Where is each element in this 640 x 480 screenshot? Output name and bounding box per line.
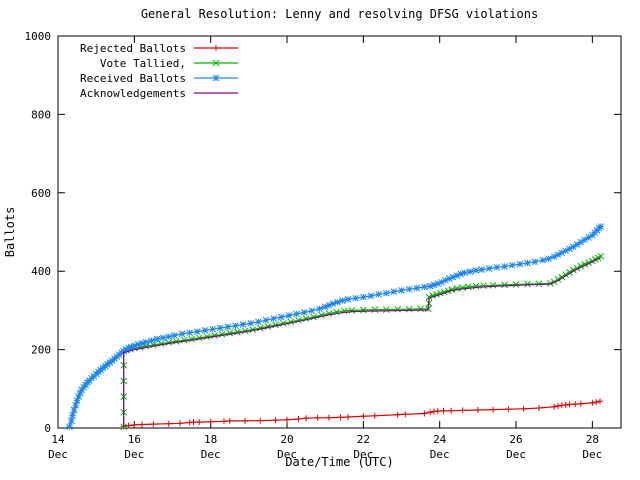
legend-sample-marker-received-ballots xyxy=(212,74,220,82)
x-tick-label: 18 xyxy=(204,433,217,446)
y-tick-label: 200 xyxy=(31,344,51,357)
y-tick-label: 800 xyxy=(31,108,51,121)
legend-sample-marker-rejected-ballots xyxy=(213,45,219,51)
x-tick-label: 24 xyxy=(433,433,447,446)
x-tick-sublabel: Dec xyxy=(124,448,144,461)
x-axis-label: Date/Time (UTC) xyxy=(285,455,393,469)
series-line-rejected-ballots xyxy=(123,400,601,427)
y-tick-label: 1000 xyxy=(25,30,52,43)
x-tick-label: 28 xyxy=(586,433,599,446)
x-tick-sublabel: Dec xyxy=(48,448,68,461)
legend-sample-marker-vote-tallied xyxy=(212,59,220,67)
y-tick-label: 400 xyxy=(31,265,51,278)
series-markers-rejected-ballots xyxy=(120,398,603,430)
x-tick-sublabel: Dec xyxy=(430,448,450,461)
x-tick-label: 16 xyxy=(128,433,141,446)
legend-label-rejected-ballots: Rejected Ballots xyxy=(80,42,186,55)
x-tick-label: 22 xyxy=(357,433,370,446)
x-tick-sublabel: Dec xyxy=(201,448,221,461)
series-markers-vote-tallied xyxy=(120,252,605,431)
x-tick-label: 26 xyxy=(509,433,522,446)
x-tick-sublabel: Dec xyxy=(582,448,602,461)
series-line-acknowledgements xyxy=(123,256,602,427)
chart-title: General Resolution: Lenny and resolving … xyxy=(141,7,538,21)
x-tick-label: 20 xyxy=(280,433,293,446)
legend-label-vote-tallied: Vote Tallied, xyxy=(100,57,186,70)
x-tick-sublabel: Dec xyxy=(353,448,373,461)
y-tick-label: 600 xyxy=(31,187,51,200)
x-tick-sublabel: Dec xyxy=(277,448,297,461)
series-line-received-ballots xyxy=(68,226,602,427)
series-markers-received-ballots xyxy=(66,223,605,431)
y-tick-label: 0 xyxy=(44,422,51,435)
x-tick-sublabel: Dec xyxy=(506,448,526,461)
legend-label-received-ballots: Received Ballots xyxy=(80,72,186,85)
x-tick-label: 14 xyxy=(51,433,65,446)
plot-border xyxy=(57,35,622,429)
legend-label-acknowledgements: Acknowledgements xyxy=(80,87,186,100)
y-axis-label: Ballots xyxy=(3,207,17,258)
